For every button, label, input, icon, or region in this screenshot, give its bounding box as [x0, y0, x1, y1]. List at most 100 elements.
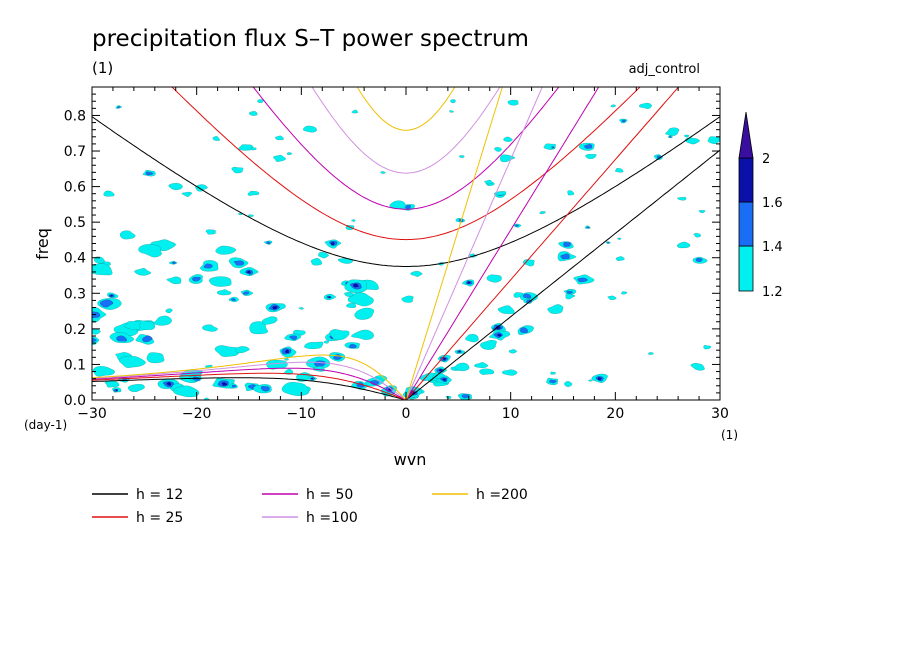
colorbar: 1.2 1.4 1.6 2 — [738, 111, 783, 300]
y-axis-label: freq — [33, 228, 52, 260]
y-tick-label: 0.0 — [64, 393, 86, 409]
spectrum-contour-patch — [302, 125, 317, 133]
colorbar-extend-arrow — [738, 111, 754, 159]
dispersion-curve-kelvin-h12 — [405, 149, 720, 400]
spectrum-contour-patch — [547, 304, 564, 314]
spectrum-contour-patch — [134, 268, 152, 276]
legend-entry-label: h = 25 — [136, 510, 183, 526]
spectrum-contour-patch — [351, 219, 356, 222]
spectrum-contour-patch — [564, 381, 573, 387]
spectrum-contour-patch — [454, 362, 470, 372]
spectrum-contour-patch — [445, 395, 452, 399]
spectrum-contour-patch — [146, 352, 165, 364]
spectrum-contour-patch — [685, 137, 700, 145]
spectrum-contour-patch — [231, 298, 236, 301]
colorbar-segment — [738, 201, 754, 247]
spectrum-contour-patch — [539, 211, 546, 215]
spectrum-contour-patch — [92, 336, 100, 345]
spectrum-contour-patch — [346, 303, 357, 309]
spectrum-contour-patch — [620, 291, 628, 295]
spectrum-contour-patch — [192, 276, 201, 282]
spectrum-contour-patch — [665, 127, 680, 136]
spectrum-contour-patch — [707, 136, 720, 145]
colorbar-label: 1.2 — [762, 285, 783, 300]
spectrum-contour-patch — [166, 381, 172, 386]
spectrum-contour-patch — [442, 357, 447, 361]
spectrum-contour-patch — [676, 241, 691, 249]
spectrum-contour-patch — [286, 152, 293, 156]
spectrum-contour-patch — [209, 276, 232, 287]
spectrum-contour-patch — [127, 384, 145, 392]
spectrum-contour-patch — [610, 104, 616, 108]
y-tick-label: 0.7 — [64, 144, 86, 160]
spectrum-contour-patch — [330, 241, 335, 246]
spectrum-contours — [92, 99, 720, 400]
spectrum-contour-patch — [214, 345, 240, 357]
spectrum-contour-patch — [119, 230, 136, 240]
spectrum-contour-patch — [202, 324, 218, 332]
spectrum-contour-patch — [153, 315, 172, 326]
spectrum-contour-patch — [172, 385, 200, 398]
spectrum-contour-patch — [221, 382, 228, 386]
spectrum-contour-patch — [494, 147, 502, 152]
spectrum-contour-patch — [515, 224, 519, 227]
spectrum-contour-patch — [281, 382, 310, 396]
spectrum-contour-patch — [266, 241, 271, 244]
spectrum-contour-patch — [588, 379, 593, 382]
spectrum-contour-patch — [318, 251, 329, 259]
spectrum-contour-patch — [621, 119, 626, 123]
spectrum-contour-patch — [92, 366, 115, 377]
spectrum-contour-patch — [563, 241, 571, 247]
spectrum-contour-patch — [703, 345, 712, 350]
spectrum-contour-patch — [310, 258, 323, 266]
plot-frame — [91, 86, 721, 401]
spectrum-contour-patch — [248, 214, 254, 217]
y-tick-label: 0.1 — [64, 357, 86, 373]
spectrum-contour-patch — [203, 263, 213, 269]
spectrum-contour-patch — [124, 321, 141, 330]
spectrum-contour-patch — [549, 379, 557, 384]
spectrum-contour-patch — [615, 256, 625, 261]
spectrum-contour-patch — [584, 144, 593, 149]
dataset-label: adj_control — [629, 62, 700, 77]
spectrum-contour-patch — [145, 171, 154, 176]
spectrum-contour-patch — [567, 288, 573, 292]
x-tick-label: −10 — [287, 406, 317, 422]
spectrum-contour-patch — [480, 340, 497, 350]
spectrum-contour-patch — [242, 291, 250, 295]
spectrum-contour-patch — [246, 270, 251, 274]
spectrum-contour-patch — [249, 321, 268, 335]
spectrum-contour-patch — [344, 292, 354, 297]
dispersion-curve-rossby-h25 — [92, 372, 407, 400]
dispersion-curve-kelvin-h100 — [405, 87, 543, 400]
spectrum-contour-patch — [502, 369, 518, 376]
colorbar-segment — [738, 157, 754, 203]
spectrum-contour-patch — [266, 359, 288, 370]
spectrum-contour-patch — [348, 343, 357, 349]
spectrum-contour-patch — [442, 378, 447, 381]
x-tick-label: 0 — [402, 406, 411, 422]
spectrum-contour-patch — [118, 355, 146, 368]
spectrum-contour-patch — [351, 109, 359, 114]
spectrum-contour-patch — [486, 274, 502, 283]
dispersion-curve-kelvin-h200 — [405, 87, 503, 400]
spectrum-contour-patch — [695, 257, 703, 262]
spectrum-contour-patch — [323, 340, 330, 344]
y-tick-label: 0.4 — [64, 251, 86, 267]
spectrum-contour-patch — [215, 245, 237, 255]
x-axis-label: wvn — [394, 450, 427, 469]
spectrum-contour-patch — [522, 293, 532, 299]
dispersion-curve-rossby-h100 — [92, 361, 407, 400]
dispersion-curve-rossby-h12 — [92, 377, 407, 400]
spectrum-contour-patch — [585, 154, 597, 160]
spectrum-contour-patch — [669, 136, 672, 138]
spectrum-contour-patch — [683, 134, 690, 138]
spectrum-contour-patch — [272, 306, 278, 310]
spectrum-contour-patch — [250, 147, 257, 151]
spectrum-contour-patch — [354, 307, 375, 320]
spectrum-contour-patch — [438, 368, 443, 372]
spectrum-contour-patch — [261, 316, 278, 325]
spectrum-contour-patch — [648, 352, 654, 355]
spectrum-contour-patch — [100, 299, 114, 308]
